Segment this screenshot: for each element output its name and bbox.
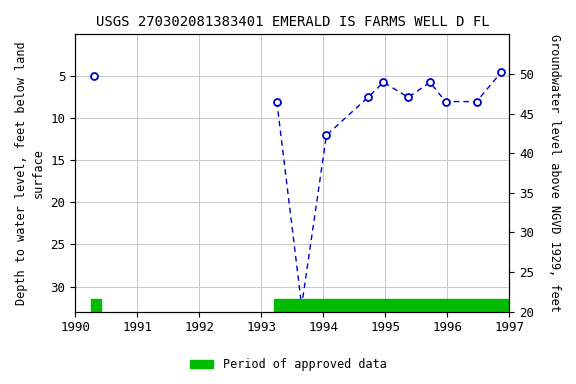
Legend: Period of approved data: Period of approved data: [185, 354, 391, 376]
Title: USGS 270302081383401 EMERALD IS FARMS WELL D FL: USGS 270302081383401 EMERALD IS FARMS WE…: [96, 15, 489, 29]
Y-axis label: Groundwater level above NGVD 1929, feet: Groundwater level above NGVD 1929, feet: [548, 34, 561, 312]
Y-axis label: Depth to water level, feet below land
surface: Depth to water level, feet below land su…: [15, 41, 45, 305]
